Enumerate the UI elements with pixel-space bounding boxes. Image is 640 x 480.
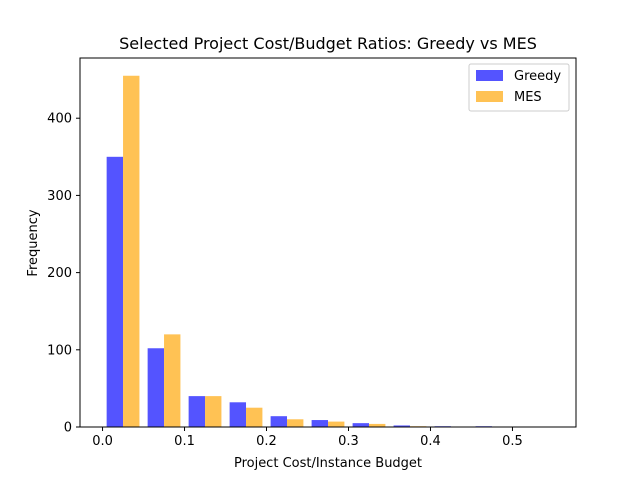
bar-greedy-6 [352, 423, 369, 427]
bar-mes-3 [246, 407, 263, 427]
chart-title: Selected Project Cost/Budget Ratios: Gre… [119, 34, 537, 53]
bar-mes-4 [287, 419, 304, 427]
bar-mes-1 [164, 334, 181, 427]
x-tick-label: 0.2 [256, 434, 277, 449]
y-tick-label: 200 [47, 266, 72, 281]
y-ticks: 0 100 200 300 400 [47, 112, 80, 436]
legend-swatch-mes [476, 91, 503, 102]
plot-area: 0.0 0.1 0.2 0.3 0.4 0.5 0 100 200 300 400 [47, 57, 577, 449]
y-tick-label: 0 [64, 421, 72, 436]
bar-greedy-7 [393, 425, 410, 427]
bar-mes-6 [368, 423, 386, 427]
x-tick-label: 0.3 [338, 434, 359, 449]
legend-label-greedy: Greedy [514, 69, 561, 84]
y-axis-label: Frequency [26, 209, 41, 276]
x-axis-label: Project Cost/Instance Budget [234, 456, 422, 471]
axes-frame [79, 57, 577, 428]
bar-greedy-2 [188, 396, 206, 427]
y-tick-label: 300 [47, 189, 72, 204]
legend-swatch-greedy [476, 70, 503, 81]
bar-greedy-3 [229, 402, 247, 427]
y-tick-label: 400 [47, 112, 72, 127]
bars [106, 75, 492, 428]
legend-label-mes: MES [514, 90, 542, 105]
legend: Greedy MES [468, 63, 570, 112]
x-ticks: 0.0 0.1 0.2 0.3 0.4 0.5 [92, 427, 523, 449]
bar-mes-0 [123, 75, 140, 427]
bar-mes-2 [205, 396, 222, 427]
bar-greedy-1 [147, 348, 165, 427]
bar-mes-5 [328, 421, 345, 427]
x-tick-label: 0.5 [502, 434, 523, 449]
bar-greedy-0 [106, 156, 124, 428]
x-tick-label: 0.0 [92, 434, 113, 449]
x-tick-label: 0.1 [174, 434, 195, 449]
x-tick-label: 0.4 [420, 434, 441, 449]
bar-greedy-5 [311, 420, 328, 427]
y-tick-label: 100 [47, 343, 72, 358]
bar-greedy-4 [270, 416, 288, 427]
